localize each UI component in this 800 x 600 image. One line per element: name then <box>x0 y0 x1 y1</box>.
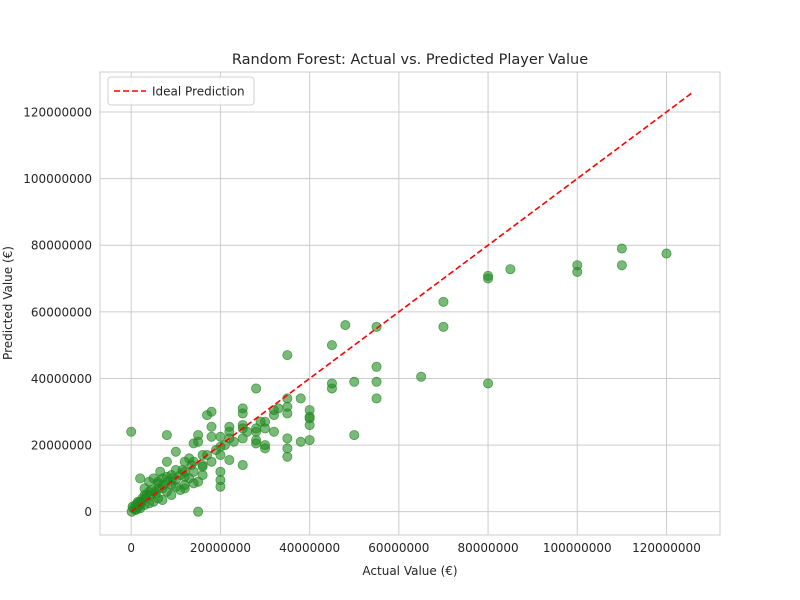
data-point <box>161 456 172 467</box>
data-point <box>295 393 306 404</box>
data-point <box>371 393 382 404</box>
data-point <box>224 455 235 466</box>
data-point <box>161 430 172 441</box>
legend-box <box>107 76 255 106</box>
data-point <box>215 431 226 442</box>
y-tick-labels: 0 20000000 40000000 60000000 80000000 1000000… <box>23 105 92 519</box>
data-point <box>304 435 315 446</box>
data-point <box>197 461 208 472</box>
y-axis-label: Predicted Value (€) <box>1 246 15 360</box>
y-tick-label: 120000000 <box>23 105 92 119</box>
data-point <box>282 451 293 462</box>
data-point <box>126 426 137 437</box>
data-point <box>416 371 427 382</box>
data-point <box>228 436 239 447</box>
data-point <box>616 260 627 271</box>
data-point <box>282 350 293 361</box>
data-point <box>273 403 284 414</box>
data-point <box>251 383 262 394</box>
data-point <box>572 266 583 277</box>
legend-label: Ideal Prediction <box>152 85 245 99</box>
plot-frame <box>99 71 721 536</box>
data-point <box>251 426 262 437</box>
data-point <box>326 383 337 394</box>
data-point <box>616 243 627 254</box>
data-point <box>186 460 197 471</box>
data-point <box>340 320 351 331</box>
data-point <box>371 361 382 372</box>
y-gridlines <box>100 111 720 513</box>
data-point <box>349 430 360 441</box>
legend: Ideal Prediction <box>107 76 255 106</box>
data-point <box>135 473 146 484</box>
data-point <box>255 416 266 427</box>
data-point <box>260 443 271 454</box>
data-point <box>251 438 262 449</box>
data-point <box>661 248 672 259</box>
data-point <box>483 273 494 284</box>
y-tick-label: 0 <box>84 505 92 519</box>
y-tick-label: 40000000 <box>31 372 92 386</box>
data-point <box>483 378 494 389</box>
data-point <box>188 438 199 449</box>
y-tick-label: 100000000 <box>23 172 92 186</box>
data-point <box>202 410 213 421</box>
data-point <box>326 340 337 351</box>
data-point <box>268 426 279 437</box>
data-point <box>206 456 217 467</box>
data-point <box>206 431 217 442</box>
chart-title: Random Forest: Actual vs. Predicted Play… <box>232 52 588 68</box>
y-tick-label: 80000000 <box>31 239 92 253</box>
data-point <box>438 296 449 307</box>
data-point <box>371 376 382 387</box>
x-gridlines <box>130 72 667 535</box>
x-tick-label: 120000000 <box>632 541 701 555</box>
data-point <box>282 433 293 444</box>
x-tick-label: 100000000 <box>543 541 612 555</box>
x-tick-label: 40000000 <box>279 541 340 555</box>
x-tick-label: 80000000 <box>458 541 519 555</box>
data-point <box>237 408 248 419</box>
data-point <box>193 506 204 517</box>
data-point <box>155 466 166 477</box>
data-point <box>349 376 360 387</box>
data-point <box>210 445 221 456</box>
x-axis-label: Actual Value (€) <box>362 564 457 578</box>
data-point <box>282 408 293 419</box>
data-point <box>170 446 181 457</box>
data-point <box>295 436 306 447</box>
x-tick-label: 0 <box>127 541 135 555</box>
x-tick-labels: 0 20000000 40000000 60000000 80000000 1000000… <box>127 541 700 555</box>
x-tick-label: 20000000 <box>190 541 251 555</box>
data-point <box>215 481 226 492</box>
data-point <box>505 264 516 275</box>
y-tick-label: 60000000 <box>31 305 92 319</box>
y-tick-label: 20000000 <box>31 439 92 453</box>
data-point <box>438 321 449 332</box>
data-point <box>304 420 315 431</box>
data-point <box>237 460 248 471</box>
x-tick-label: 60000000 <box>368 541 429 555</box>
data-point <box>371 321 382 332</box>
data-point <box>242 426 253 437</box>
data-point <box>215 466 226 477</box>
data-point <box>206 421 217 432</box>
data-point <box>282 443 293 454</box>
